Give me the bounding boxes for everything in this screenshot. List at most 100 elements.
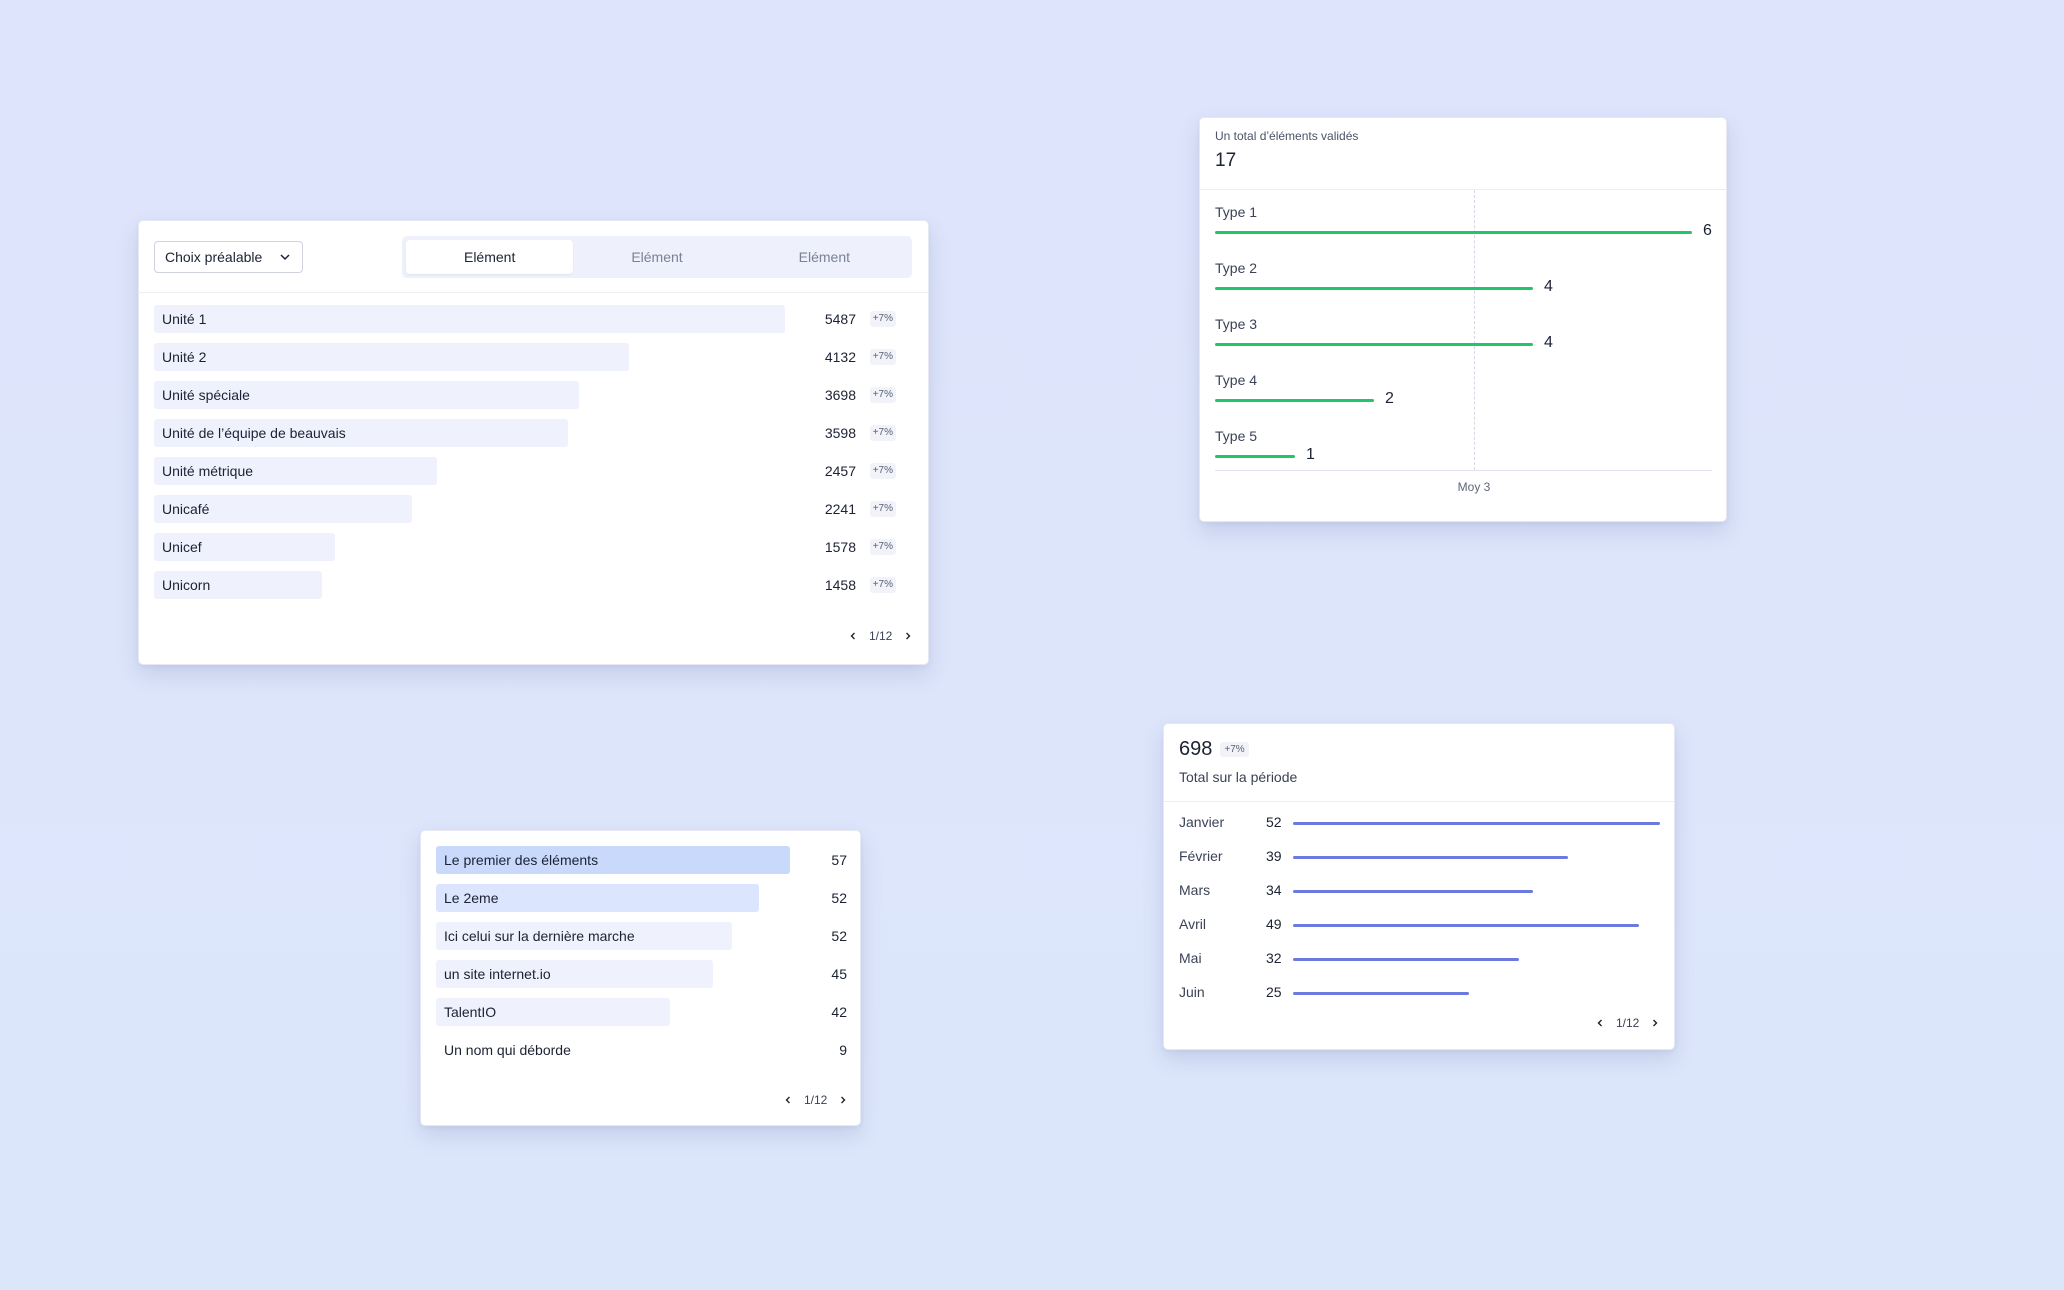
item-label: Unité métrique	[162, 463, 254, 479]
value-bar	[154, 571, 322, 599]
month-value: 34	[1266, 882, 1282, 898]
item-value: 5487	[824, 311, 856, 327]
item-value: 52	[831, 928, 847, 944]
item-value: 2241	[824, 501, 856, 517]
type-bar	[1215, 455, 1295, 458]
item-label: Unicorn	[162, 577, 211, 593]
list-item[interactable]: Unicafé 2241 +7%	[154, 495, 914, 533]
month-row: Mars 34	[1179, 882, 1661, 916]
chevron-left-icon[interactable]	[1594, 1017, 1606, 1029]
item-label: Unité 2	[162, 349, 207, 365]
item-value: 3598	[824, 425, 856, 441]
page-indicator: 1/12	[869, 629, 893, 643]
type-bar	[1215, 343, 1533, 346]
item-label: Le 2eme	[444, 890, 499, 906]
list-item[interactable]: Ici celui sur la dernière marche 52	[436, 922, 847, 960]
type-label: Type 4	[1215, 372, 1258, 388]
type-row: Type 5 1	[1215, 428, 1712, 468]
period-total-value: 698	[1179, 738, 1213, 760]
list-item[interactable]: Unité de l’équipe de beauvais 3598 +7%	[154, 419, 914, 457]
item-value: 9	[839, 1042, 847, 1058]
month-value: 39	[1266, 848, 1282, 864]
list-item[interactable]: Unité 2 4132 +7%	[154, 343, 914, 381]
item-label: Un nom qui déborde	[444, 1042, 571, 1058]
month-label: Février	[1179, 848, 1223, 864]
period-delta-badge: +7%	[1220, 742, 1249, 757]
month-bar	[1293, 924, 1639, 927]
tab-element-3[interactable]: Elément	[798, 249, 850, 265]
elements-list: Le premier des éléments 57 Le 2eme 52 Ici ce…	[436, 846, 847, 1074]
monthly-list: Janvier 52 Février 39 Mars 34 Avril 49 Mai 32 Juin…	[1179, 814, 1661, 1018]
type-row: Type 4 2	[1215, 372, 1712, 412]
units-list: Unité 1 5487 +7% Unité 2 4132 +7% Unité spécia…	[154, 305, 914, 609]
month-value: 52	[1266, 814, 1282, 830]
month-row: Janvier 52	[1179, 814, 1661, 848]
item-label: Le premier des éléments	[444, 852, 599, 868]
item-value: 52	[831, 890, 847, 906]
list-item[interactable]: Unité 1 5487 +7%	[154, 305, 914, 343]
preset-select[interactable]: Choix préalable	[154, 241, 303, 273]
list-item[interactable]: Le premier des éléments 57	[436, 846, 847, 884]
units-pagination: 1/12	[847, 629, 914, 643]
delta-badge: +7%	[869, 539, 896, 555]
month-row: Février 39	[1179, 848, 1661, 882]
delta-badge: +7%	[869, 463, 896, 479]
type-value: 6	[1703, 222, 1712, 239]
list-item[interactable]: Unité spéciale 3698 +7%	[154, 381, 914, 419]
tab-element-1[interactable]: Elément	[406, 240, 574, 274]
value-bar	[436, 960, 713, 988]
item-label: TalentIO	[444, 1004, 497, 1020]
units-card-header: Choix préalable Elément Elément Elément	[139, 221, 928, 293]
month-row: Mai 32	[1179, 950, 1661, 984]
value-bar	[436, 922, 732, 950]
page-indicator: 1/12	[1616, 1016, 1640, 1030]
item-label: Unité de l’équipe de beauvais	[162, 425, 346, 441]
value-bar	[154, 419, 568, 447]
month-bar	[1293, 822, 1660, 825]
month-bar	[1293, 856, 1568, 859]
item-label: Ici celui sur la dernière marche	[444, 928, 635, 944]
item-label: Unicef	[162, 539, 202, 555]
value-bar	[154, 305, 785, 333]
type-value: 1	[1306, 446, 1315, 463]
list-item[interactable]: Unité métrique 2457 +7%	[154, 457, 914, 495]
value-bar	[154, 381, 579, 409]
value-bar	[436, 884, 759, 912]
period-total-subtitle: Total sur la période	[1179, 769, 1298, 785]
type-value: 4	[1544, 334, 1553, 351]
chevron-left-icon[interactable]	[847, 630, 859, 642]
value-bar	[154, 343, 629, 371]
item-value: 57	[831, 852, 847, 868]
validated-elements-total: 17	[1215, 150, 1237, 171]
type-value: 2	[1385, 390, 1394, 407]
value-bar	[436, 846, 790, 874]
type-label: Type 2	[1215, 260, 1258, 276]
list-item[interactable]: Unicorn 1458 +7%	[154, 571, 914, 609]
validated-elements-header: Un total d’éléments validés 17	[1200, 118, 1726, 190]
chevron-right-icon[interactable]	[837, 1094, 849, 1106]
validated-elements-card: Un total d’éléments validés 17 Moy 3 Typ…	[1199, 117, 1727, 522]
type-bar	[1215, 287, 1533, 290]
month-label: Avril	[1179, 916, 1206, 932]
type-row: Type 2 4	[1215, 260, 1712, 300]
average-label: Moy 3	[1457, 480, 1491, 494]
item-value: 1578	[824, 539, 856, 555]
chevron-left-icon[interactable]	[782, 1094, 794, 1106]
preset-select-label: Choix préalable	[165, 249, 263, 265]
elements-ranking-card: Le premier des éléments 57 Le 2eme 52 Ici ce…	[420, 830, 861, 1126]
list-item[interactable]: Un nom qui déborde 9	[436, 1036, 847, 1074]
types-chart: Moy 3 Type 1 6 Type 2 4 Type 3 4 Type 4 2 Type 5…	[1215, 190, 1712, 494]
list-item[interactable]: Le 2eme 52	[436, 884, 847, 922]
list-item[interactable]: un site internet.io 45	[436, 960, 847, 998]
month-bar	[1293, 992, 1469, 995]
item-value: 2457	[824, 463, 856, 479]
item-value: 45	[831, 966, 847, 982]
value-bar	[436, 998, 670, 1026]
type-row: Type 3 4	[1215, 316, 1712, 356]
chevron-right-icon[interactable]	[1649, 1017, 1661, 1029]
list-item[interactable]: Unicef 1578 +7%	[154, 533, 914, 571]
item-label: Unité 1	[162, 311, 207, 327]
tab-element-2[interactable]: Elément	[631, 249, 683, 265]
list-item[interactable]: TalentIO 42	[436, 998, 847, 1036]
chevron-right-icon[interactable]	[902, 630, 914, 642]
